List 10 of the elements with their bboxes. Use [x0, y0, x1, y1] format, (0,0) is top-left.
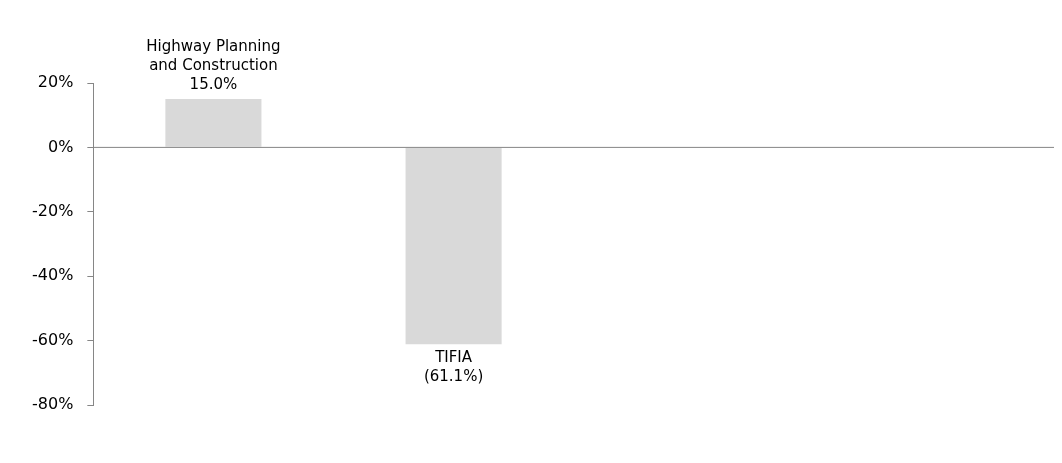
- x-tick-label: TIFIA: [434, 347, 473, 366]
- y-tick-label: -40%: [31, 265, 74, 285]
- y-tick-label: 20%: [37, 72, 74, 92]
- y-tick-label: -80%: [31, 394, 74, 414]
- y-tick-label: -20%: [31, 200, 74, 220]
- y-tick-label: 0%: [47, 136, 74, 156]
- y-tick-label: -60%: [31, 329, 74, 349]
- x-tick-label: Highway Planning and Construction: [146, 37, 281, 75]
- data-label: (61.1%): [423, 366, 484, 385]
- data-label: 15.0%: [189, 75, 238, 94]
